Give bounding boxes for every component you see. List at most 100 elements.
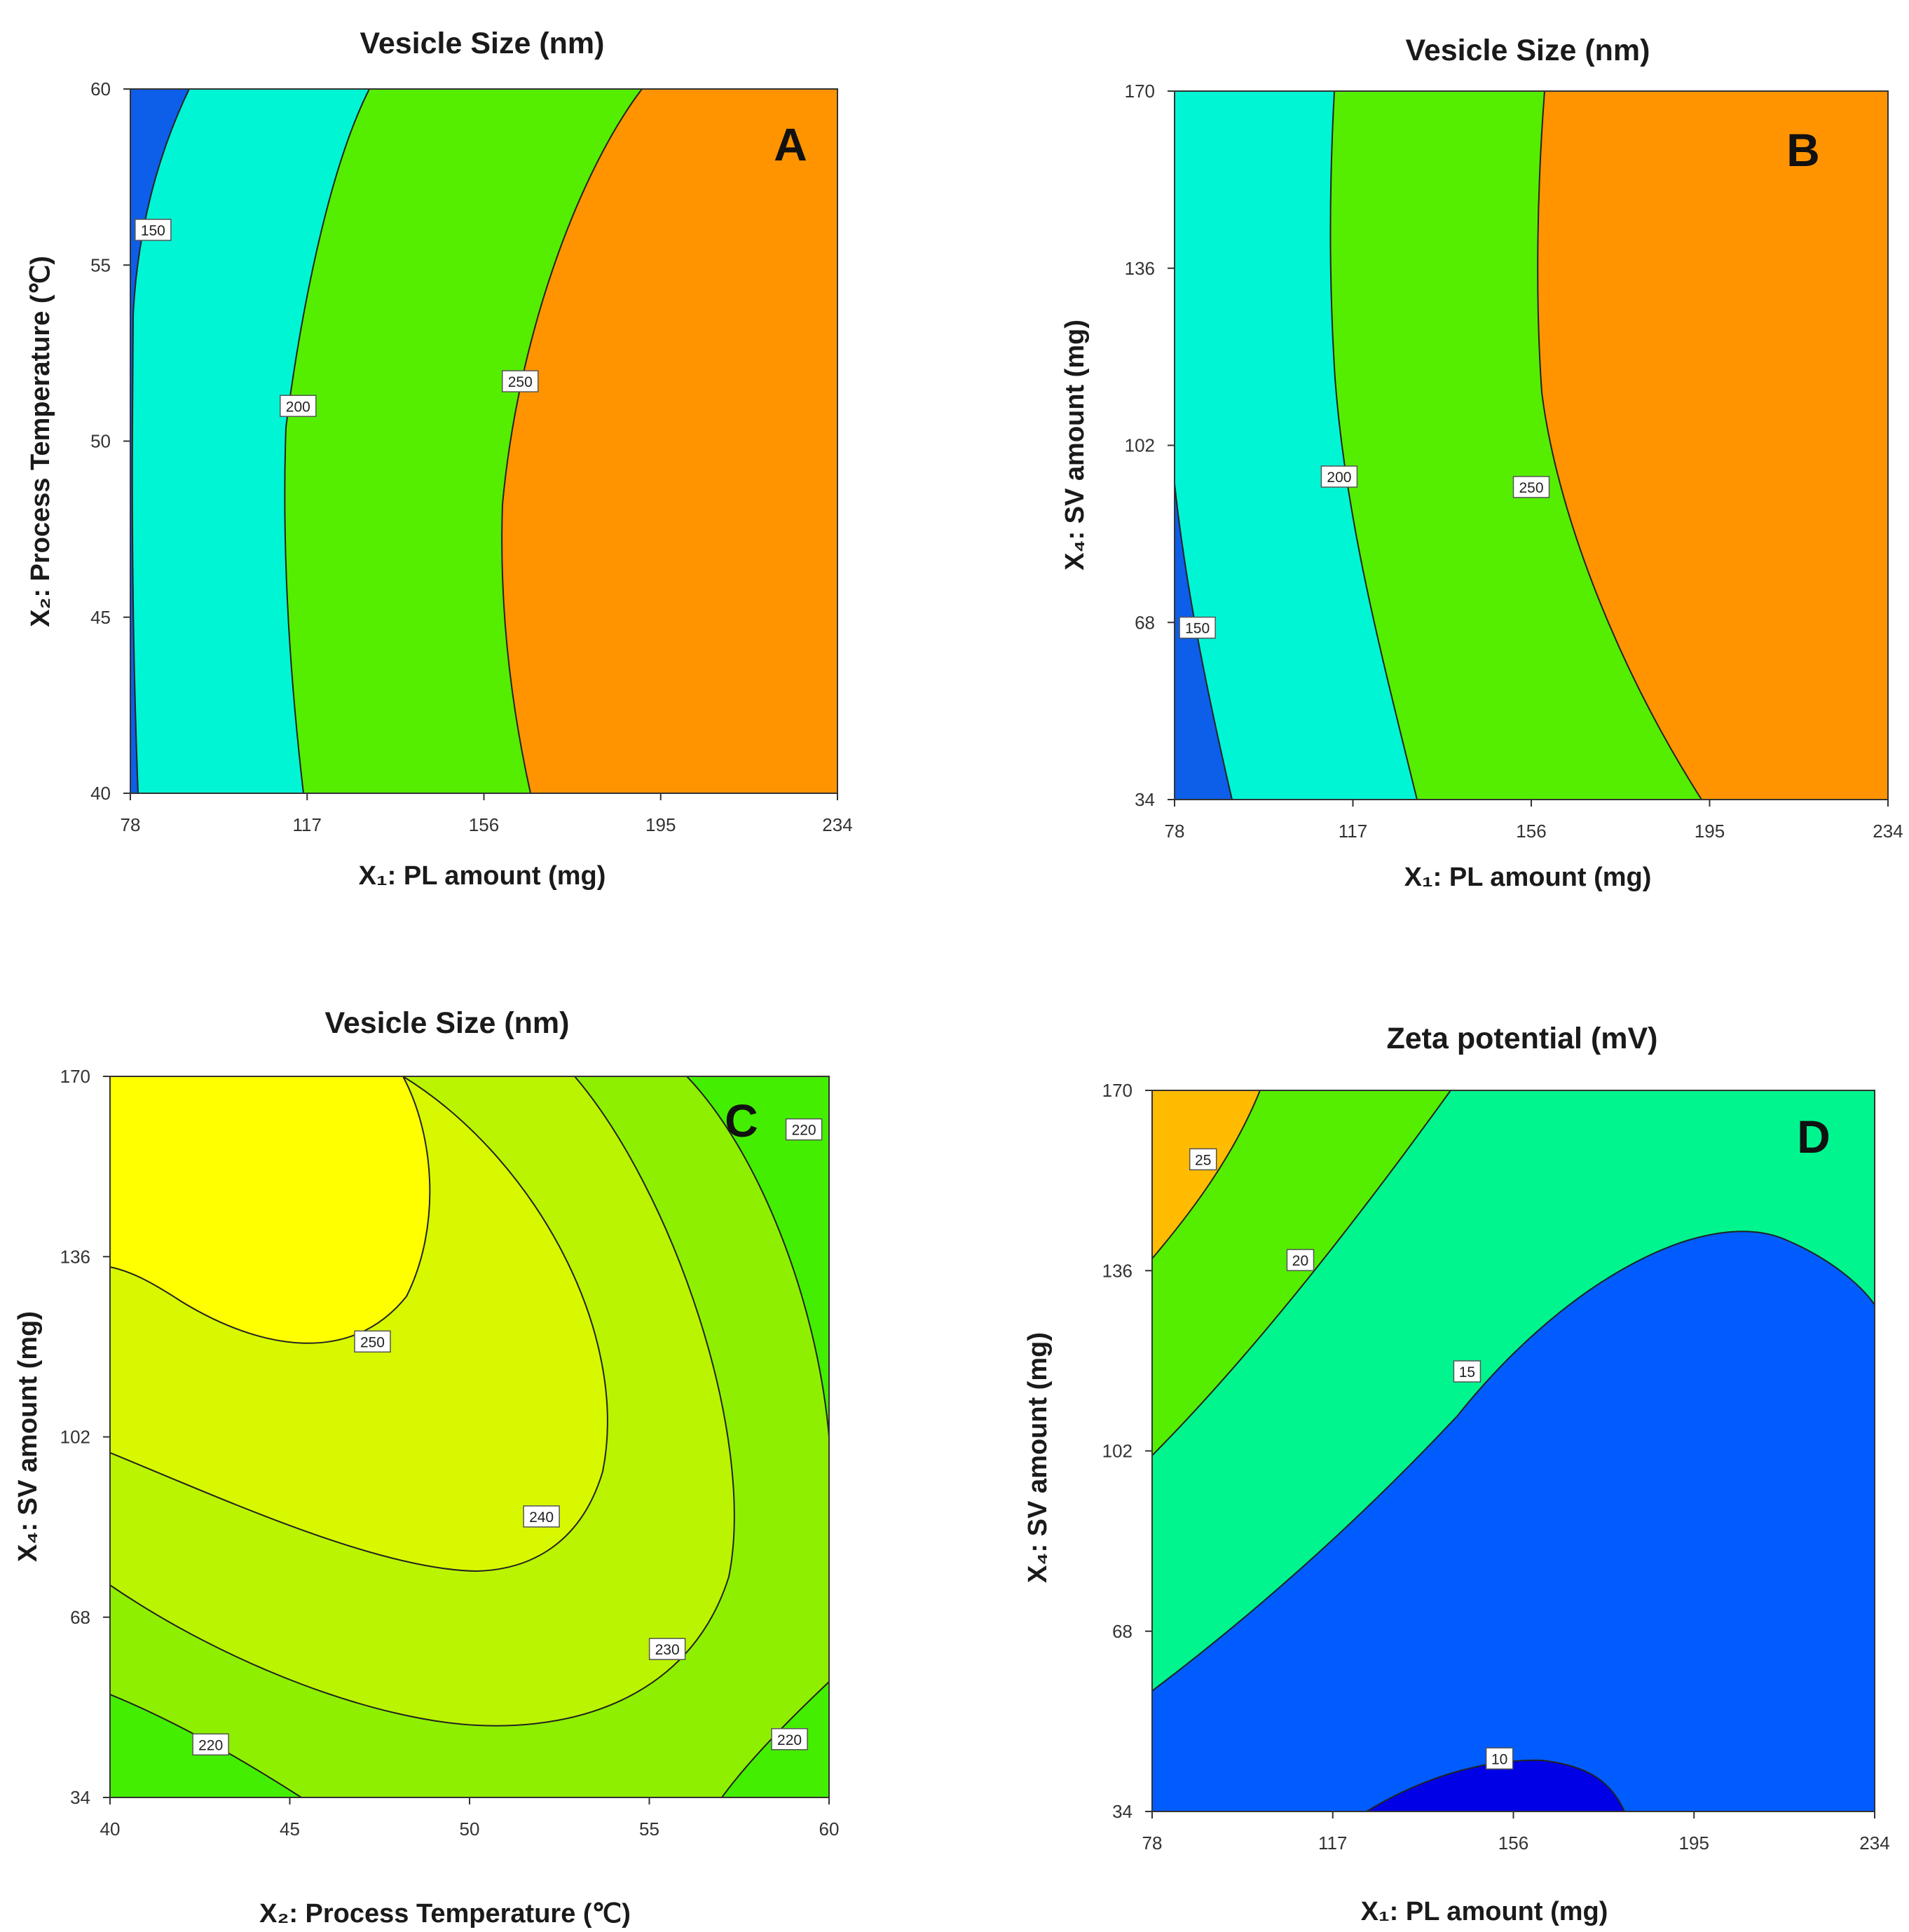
panel-b-fill-150-200 [1175,91,1417,800]
panel-a-axis-ticks: 78 117 156 195 234 40 45 50 55 60 [90,78,853,835]
panel-d-contour-label-25: 25 [1189,1148,1217,1171]
panel-c-x-tick-label: 45 [280,1818,300,1839]
panel-b-x-tick-label: 195 [1695,821,1725,842]
panel-a-contour-label-box [280,395,317,417]
panel-d: 78 117 156 195 234 34 68 102 136 170 10 15 20 25 D Z… [1023,1022,1890,1926]
panel-a-y-tick-label: 55 [90,254,111,275]
panel-b-contour-200 [1329,91,1418,800]
panel-c-title: Vesicle Size (nm) [325,1006,570,1040]
panel-c-contour-labels: 220 220 220 230 240 250 [192,1118,823,1756]
panel-c-contour-label-240: 240 [523,1505,560,1528]
panel-d-axis-ticks: 78 117 156 195 234 34 68 102 136 170 [1102,1080,1890,1854]
panel-a-x-tick-label: 234 [822,814,852,835]
panel-b-contour-label-box [1179,616,1216,639]
panel-c-fills [110,1076,829,1797]
panel-b-letter: B [1786,124,1820,176]
panel-c-contour-220-upper-right [686,1076,829,1437]
panel-d-contour-label-box [1453,1360,1482,1383]
panel-a-contour-labels: 150 200 250 [135,219,539,417]
panel-c-contour-label-box [771,1728,808,1751]
panel-b-contour-label-text: 250 [1519,480,1543,496]
panel-c-contour-label-230: 230 [648,1638,686,1660]
panel-b-contour-label-250: 250 [1512,476,1550,498]
panel-a-contour-label-box [135,219,172,241]
panel-b-x-tick-label: 117 [1339,821,1367,842]
panel-c-contour-label-text: 240 [529,1509,554,1526]
panel-a-contour-200 [284,89,370,793]
panel-c-y-tick-label: 136 [60,1246,90,1267]
panel-d-contour-label-box [1189,1148,1217,1171]
panel-c-contour-label-220: 220 [771,1728,808,1751]
panel-d-contour-label-box [1485,1747,1514,1770]
panel-b-contour-150 [1175,483,1233,800]
panel-a-y-tick-label: 50 [90,431,111,452]
panel-c-y-axis-label: X₄: SV amount (mg) [13,1311,43,1562]
panel-d-y-tick-label: 34 [1112,1801,1133,1822]
panel-a-contour-150 [131,89,190,793]
panel-c-x-tick-label: 55 [639,1818,659,1839]
panel-b-contour-label-text: 200 [1327,470,1351,486]
panel-a-contour-250 [501,89,643,793]
panel-d-y-axis-label: X₄: SV amount (mg) [1023,1332,1053,1583]
panel-b-y-axis-label: X₄: SV amount (mg) [1060,320,1090,570]
panel-c-contour-label-box [354,1330,391,1353]
panel-b-y-tick-label: 34 [1135,789,1155,810]
panel-c-contour-label-box [192,1733,229,1756]
panel-c-y-tick-label: 34 [70,1787,90,1808]
panel-d-contour-label-15: 15 [1453,1360,1482,1383]
panel-a-y-tick-label: 40 [90,783,111,804]
panel-a-fill-below-150 [130,89,189,793]
panel-c-x-tick-label: 60 [819,1818,840,1839]
panel-a-contour-label-text: 150 [141,223,165,239]
panel-a-y-tick-label: 60 [90,78,111,100]
panel-d-contour-label-20: 20 [1286,1249,1315,1271]
panel-a-title: Vesicle Size (nm) [360,27,605,60]
panel-a-letter: A [774,118,807,170]
panel-c-contour-label-text: 250 [360,1334,385,1350]
panel-a-x-tick-label: 117 [293,814,322,835]
panel-d-contour-label-text: 15 [1459,1364,1475,1381]
panel-a-fills [130,89,837,793]
panel-c-contour-240 [110,1076,608,1573]
panel-d-x-tick-label: 195 [1679,1832,1709,1854]
panel-b-contour-label-box [1320,465,1358,488]
panel-c-contour-label-text: 220 [198,1737,223,1753]
panel-b-x-tick-label: 156 [1516,821,1546,842]
panel-d-contour-label-10: 10 [1485,1747,1514,1770]
panel-d-contour-label-box [1286,1249,1315,1271]
panel-c-y-tick-label: 170 [60,1066,90,1087]
panel-b-x-tick-label: 78 [1165,821,1185,842]
panel-c-x-tick-label: 50 [460,1818,480,1839]
panel-d-contour-15 [1152,1231,1875,1692]
panel-d-contour-label-text: 20 [1292,1253,1308,1269]
panel-c-contour-label-220: 220 [785,1118,823,1141]
panel-d-x-tick-label: 117 [1318,1832,1347,1854]
panel-c-letter: C [725,1095,758,1146]
panel-c-contour-label-text: 220 [792,1123,816,1139]
panel-a-contour-label-box [501,370,539,392]
panel-d-y-tick-label: 102 [1102,1441,1133,1462]
panel-c-contour-label-250: 250 [354,1330,391,1353]
panel-c-y-tick-label: 102 [60,1427,90,1448]
panel-c-contour-230 [110,1076,735,1727]
panel-a-x-tick-label: 195 [645,814,676,835]
panel-d-contour-labels: 10 15 20 25 [1189,1148,1514,1770]
panel-a-contour-label-200: 200 [280,395,317,417]
panel-b-fill-below-150 [1175,484,1232,800]
panel-c-axis-ticks: 40 45 50 55 60 34 68 102 136 170 [60,1066,840,1839]
panel-a-contour-label-text: 250 [508,374,533,390]
panel-b-y-tick-label: 102 [1125,435,1155,456]
panel-c-contour-label-box [785,1118,823,1141]
panel-a-x-axis-label: X₁: PL amount (mg) [359,861,606,891]
panel-b-contour-label-text: 150 [1185,621,1210,637]
panel-b-contour-250 [1537,91,1702,800]
panel-c-x-axis-label: X₂: Process Temperature (℃) [259,1899,631,1928]
panel-d-letter: D [1797,1111,1831,1163]
panel-b-y-tick-label: 170 [1125,81,1155,102]
panel-d-fills [1152,1090,1875,1811]
panel-d-x-tick-label: 156 [1498,1832,1528,1854]
panel-d-title: Zeta potential (mV) [1386,1022,1657,1055]
